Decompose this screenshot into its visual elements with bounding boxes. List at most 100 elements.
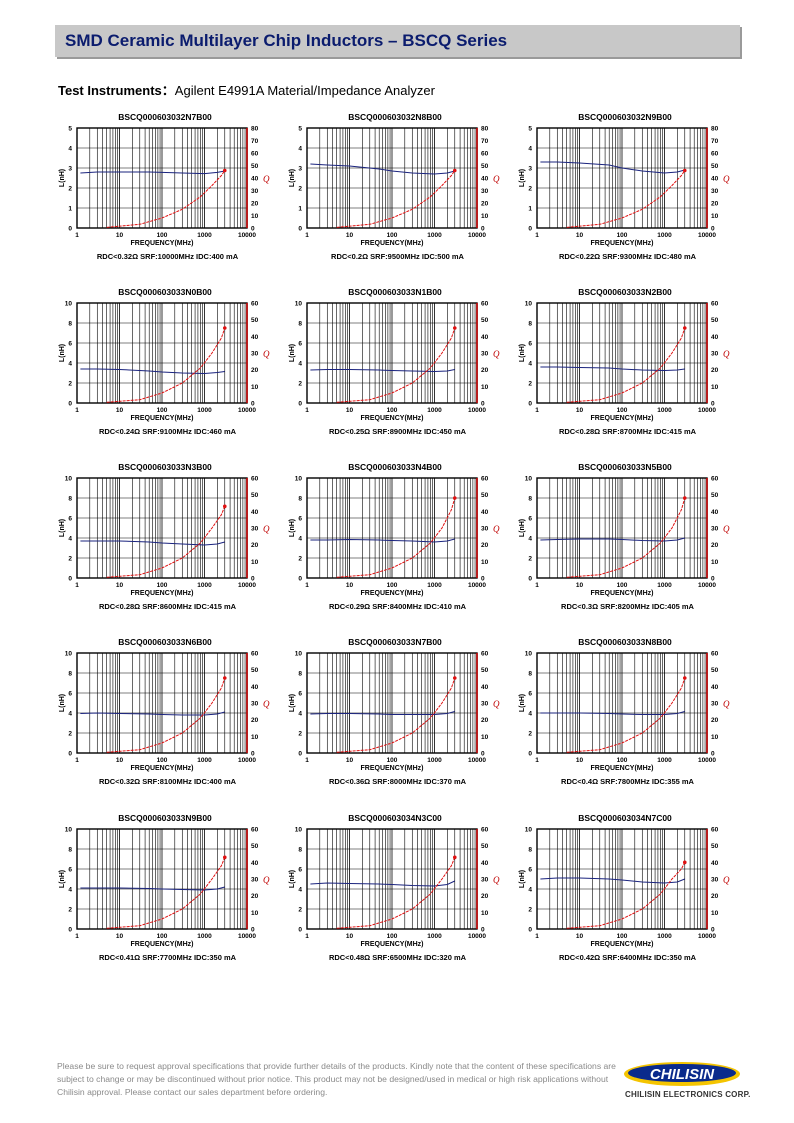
inductance-series-line [540,366,685,372]
inductance-series-line [80,711,225,716]
y2-tick-label: 0 [711,576,715,583]
y-tick-label: 6 [298,691,302,698]
y2-tick-label: 50 [251,667,259,674]
chart-spec-note: RDC<0.32Ω SRF:8100MHz IDC:400 mA [98,777,237,786]
chart-spec-note: RDC<0.24Ω SRF:9100MHz IDC:460 mA [98,427,237,436]
y2-tick-label: 60 [251,827,259,834]
y2-tick-label: 30 [251,188,259,195]
y2-tick-label: 0 [711,751,715,758]
chart-spec-note: RDC<0.28Ω SRF:8700MHz IDC:415 mA [558,427,697,436]
y2-tick-label: 50 [711,667,719,674]
inductance-series-line [310,880,456,887]
chart: BSCQ000603033N9B00 0 2 4 6 8 10 0 10 20 30 40 50 60 1 1… [55,813,280,973]
chart: BSCQ000603032N8B00 0 1 2 3 4 5 0 10 20 30 40 50 60 70 8… [285,112,510,272]
y-tick-label: 4 [68,887,72,894]
y-tick-label: 2 [528,381,532,388]
inductance-series-line [540,161,685,174]
y2-tick-label: 50 [251,317,259,324]
y-tick-label: 5 [68,126,72,133]
q-series-line [106,677,226,753]
y2-tick-label: 10 [481,734,489,741]
y2-tick-label: 40 [251,684,259,691]
y-tick-label: 2 [298,907,302,914]
q-series-end-point [682,860,687,865]
x-tick-label: 10000 [698,933,716,940]
x-tick-label: 10000 [698,582,716,589]
x-tick-label: 1000 [657,232,672,239]
y-tick-label: 0 [68,401,72,408]
y-tick-label: 2 [68,731,72,738]
y-tick-label: 8 [528,321,532,328]
x-tick-label: 1 [535,407,539,414]
y2-tick-label: 60 [711,476,719,483]
y2-tick-label: 80 [711,126,719,133]
y-axis-label: L(nH) [289,519,296,537]
y-tick-label: 10 [295,476,303,483]
x-tick-label: 10 [576,582,584,589]
y-tick-label: 3 [68,166,72,173]
y-axis-label: L(nH) [519,694,526,712]
x-tick-label: 10 [116,407,124,414]
company-name: CHILISIN ELECTRONICS CORP. [625,1090,751,1099]
y-tick-label: 10 [65,476,73,483]
y2-tick-label: 30 [251,351,259,358]
y2-axis-label: Q [723,875,730,885]
x-axis-label: FREQUENCY(MHz) [131,240,194,247]
y-tick-label: 6 [298,341,302,348]
chart-spec-note: RDC<0.48Ω SRF:6500MHz IDC:320 mA [328,953,467,962]
y2-tick-label: 0 [481,927,485,934]
y2-tick-label: 50 [251,163,259,170]
test-instruments-value: Agilent E4991A Material/Impedance Analyz… [174,83,435,98]
chart: BSCQ000603033N0B00 0 2 4 6 8 10 0 10 20 30 40 50 60 1 1… [55,287,280,447]
y2-tick-label: 60 [251,476,259,483]
y2-tick-label: 20 [711,717,719,724]
y-tick-label: 8 [528,671,532,678]
y-tick-label: 6 [528,516,532,523]
x-axis-label: FREQUENCY(MHz) [591,240,654,247]
y2-tick-label: 60 [481,476,489,483]
y2-axis-label: Q [493,174,500,184]
y-tick-label: 4 [528,536,532,543]
x-tick-label: 1000 [197,757,212,764]
y-tick-label: 4 [298,361,302,368]
y2-tick-label: 80 [481,126,489,133]
y2-axis-label: Q [493,699,500,709]
y2-tick-label: 40 [711,684,719,691]
y-tick-label: 4 [68,361,72,368]
y2-tick-label: 30 [711,188,719,195]
y2-tick-label: 30 [251,526,259,533]
chart: BSCQ000603034N3C00 0 2 4 6 8 10 0 10 20 30 40 50 60 1 1… [285,813,510,973]
y2-tick-label: 60 [711,151,719,158]
y-tick-label: 3 [298,166,302,173]
y2-tick-label: 50 [481,163,489,170]
chart: BSCQ000603033N5B00 0 2 4 6 8 10 0 10 20 30 40 50 60 1 1… [515,462,740,622]
x-tick-label: 10 [346,582,354,589]
y2-tick-label: 60 [251,151,259,158]
q-series-end-point [452,676,457,680]
y-tick-label: 0 [528,226,532,233]
x-tick-label: 1000 [197,582,212,589]
y-axis-label: L(nH) [519,344,526,362]
y2-tick-label: 40 [251,334,259,341]
chart-title: BSCQ000603033N5B00 [578,462,672,472]
y2-tick-label: 0 [251,576,255,583]
y-tick-label: 8 [68,671,72,678]
x-tick-label: 100 [617,407,628,414]
x-tick-label: 100 [387,933,398,940]
y-tick-label: 8 [68,847,72,854]
y2-tick-label: 40 [251,176,259,183]
y-tick-label: 10 [295,301,303,308]
x-tick-label: 100 [157,407,168,414]
y-axis-label: L(nH) [519,519,526,537]
x-tick-label: 10 [116,232,124,239]
x-tick-label: 10 [576,933,584,940]
x-tick-label: 100 [617,933,628,940]
x-tick-label: 1000 [427,582,442,589]
y2-tick-label: 10 [481,384,489,391]
y-tick-label: 2 [68,907,72,914]
q-series-end-point [452,326,457,330]
y-axis-label: L(nH) [519,169,526,187]
